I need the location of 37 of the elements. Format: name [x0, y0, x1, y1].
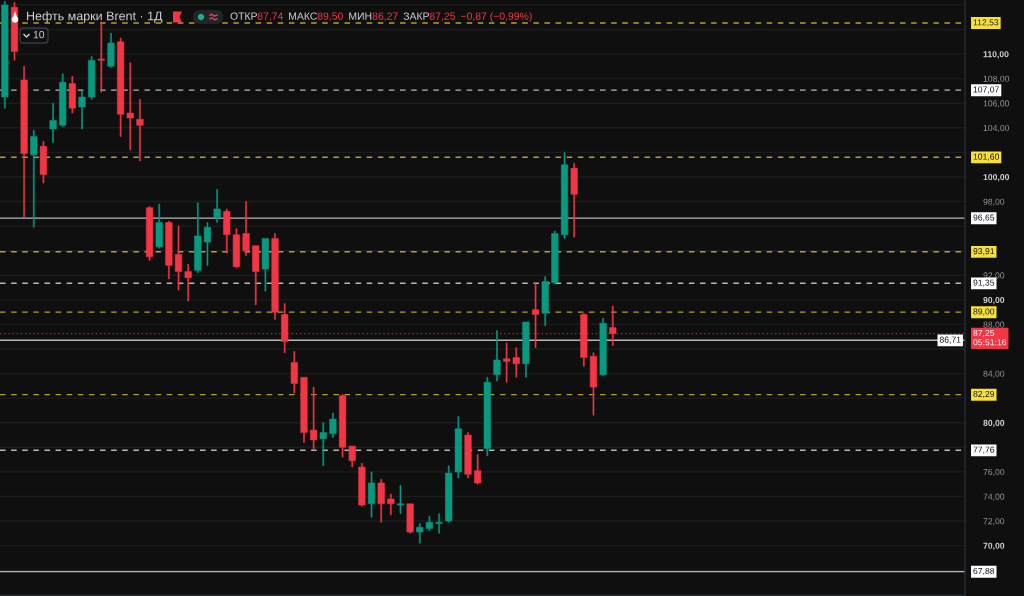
y-tick-label: 90,00 — [983, 296, 1005, 305]
y-tick-label: 98,00 — [983, 198, 1005, 206]
y-tick-label: 100,00 — [983, 174, 1010, 182]
annotation: МАКС — [289, 12, 317, 20]
y-tick-label: 76,00 — [983, 468, 1005, 477]
y-tick-label: 104,00 — [983, 124, 1010, 133]
ref-line-label: 93,91 — [973, 248, 995, 256]
y-tick-label: 72,00 — [983, 518, 1005, 526]
ref-line-label: 89,00 — [973, 308, 995, 316]
annotation: МИН — [349, 12, 372, 20]
annotation: 10 — [33, 30, 45, 39]
annotation: 86,27 — [372, 12, 398, 22]
y-tick-label: 110,00 — [983, 51, 1009, 59]
y-tick-label: 106,00 — [983, 100, 1010, 108]
text: Нефть марки Brent · 1Д — [27, 11, 163, 23]
annotation: 87,25 — [429, 12, 456, 22]
ref-line-label: 87,25 05:51:16 — [973, 329, 1007, 346]
y-tick-label: 80,00 — [983, 419, 1005, 428]
ref-line-label: 96,65 — [973, 214, 995, 222]
ref-line-label: 107,07 — [973, 86, 999, 94]
ref-line-label: 112,53 — [973, 19, 999, 27]
ref-line-label: 86,71 — [939, 336, 961, 344]
ref-line-label: 91,35 — [973, 279, 995, 287]
annotation: −0,87 (−0,99%) — [461, 12, 532, 22]
ref-line-label: 82,29 — [973, 390, 995, 399]
annotation: ОТКР — [230, 12, 257, 20]
annotation: 87,74 — [257, 12, 284, 22]
y-tick-label: 88,00 — [983, 321, 1005, 329]
ref-line-label: 77,76 — [973, 446, 995, 454]
y-tick-label: 74,00 — [983, 493, 1005, 501]
y-tick-label: 84,00 — [983, 370, 1005, 378]
annotation: ЗАКР — [403, 12, 429, 20]
annotation: 89,50 — [317, 12, 343, 22]
ref-line-label: 101,60 — [973, 153, 999, 161]
y-tick-label: 108,00 — [983, 75, 1010, 83]
y-tick-label: 70,00 — [983, 542, 1005, 551]
ref-line-label: 67,88 — [973, 567, 995, 576]
